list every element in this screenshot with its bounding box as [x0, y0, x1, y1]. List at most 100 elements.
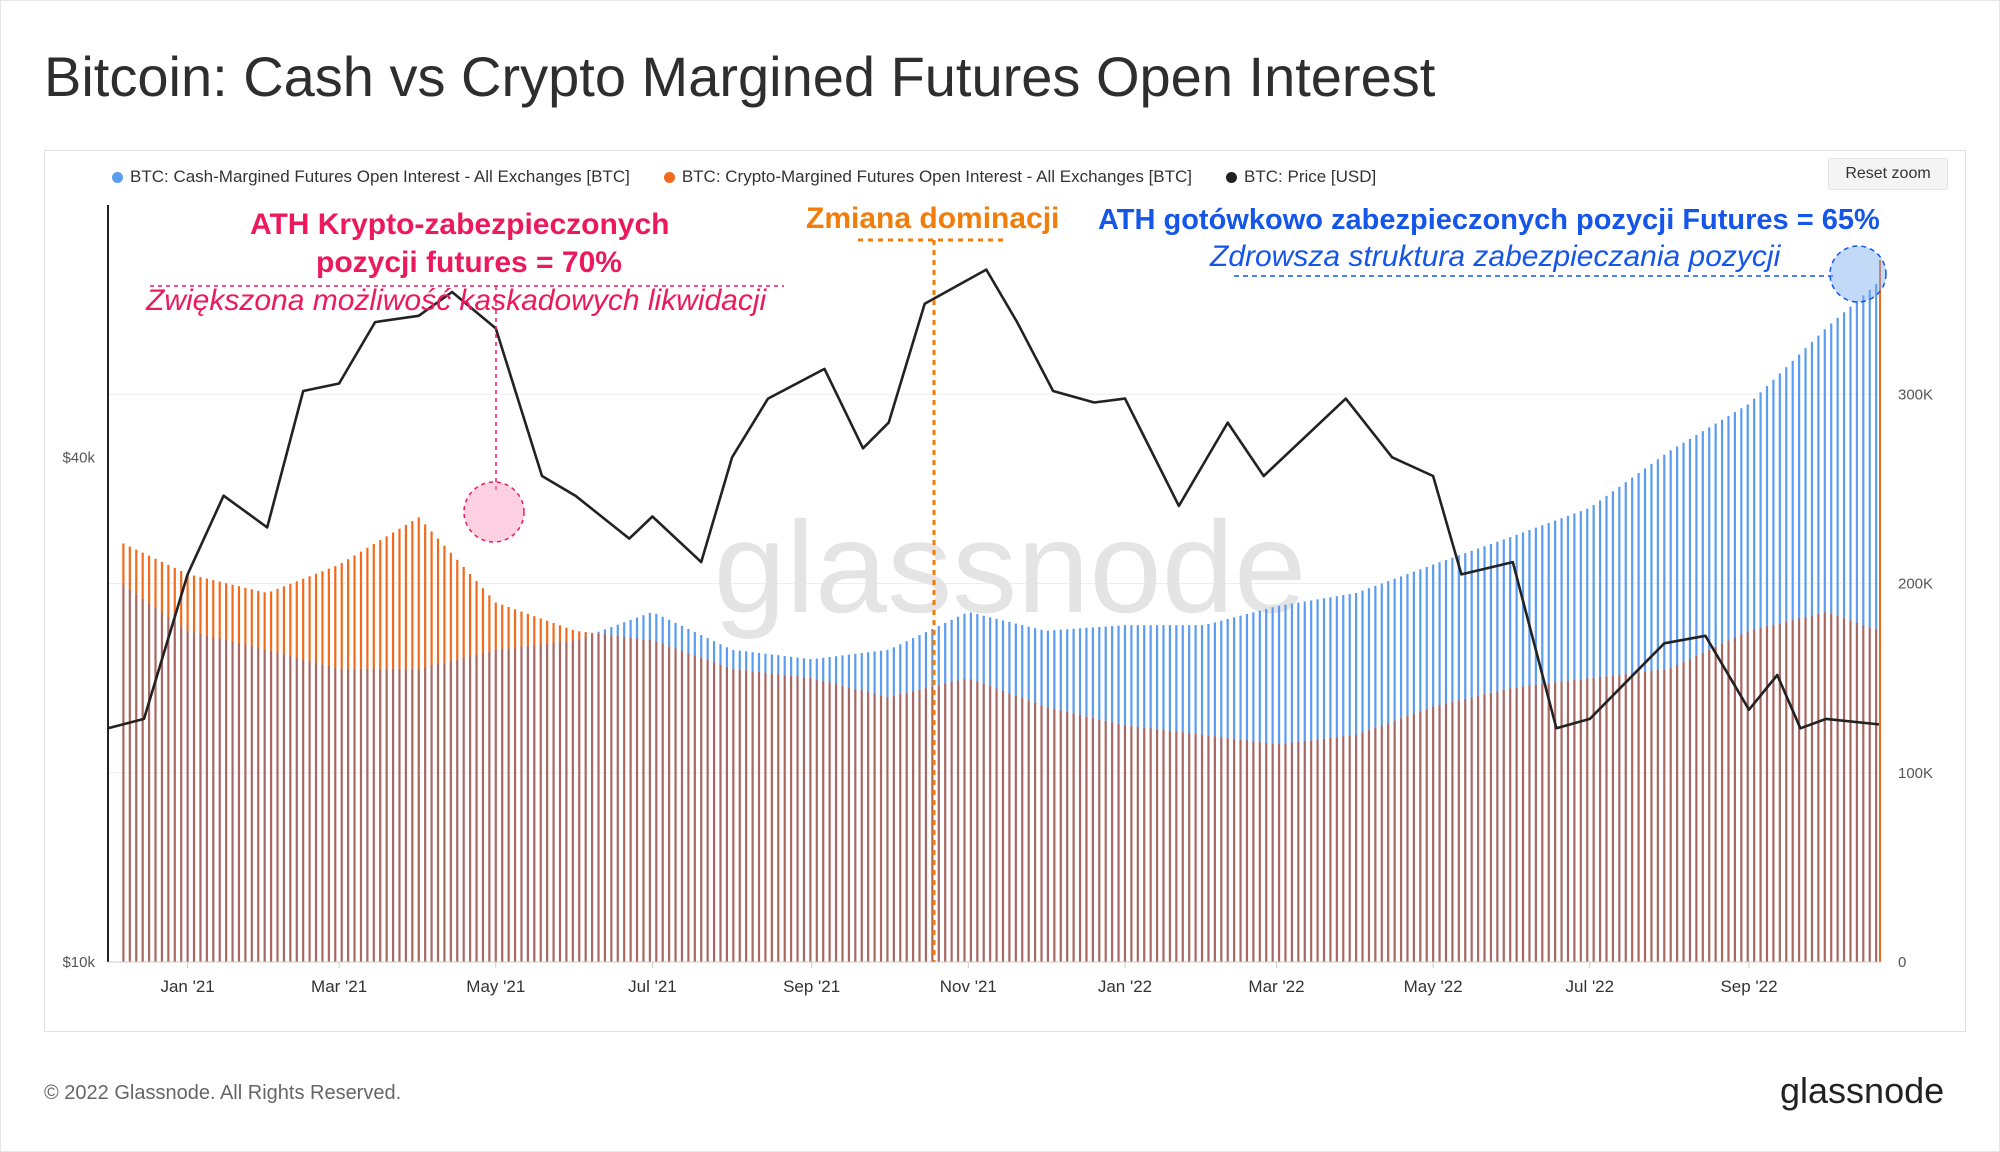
legend-item-cash[interactable]: BTC: Cash-Margined Futures Open Interest… [112, 166, 630, 188]
bar-overlap-201 [1412, 713, 1415, 962]
bar-overlap-11 [192, 632, 196, 962]
bar-top-210 [1470, 550, 1473, 698]
bar-overlap-83 [655, 641, 658, 962]
bar-top-181 [1284, 604, 1287, 744]
red-highlight-circle [463, 481, 525, 543]
bar-overlap-170 [1213, 736, 1216, 962]
bar-top-183 [1297, 602, 1300, 742]
bar-overlap-135 [989, 686, 992, 962]
bar-top-77 [616, 624, 619, 637]
annotation-red-subtitle: Zwiększona możliwość kaskadowych likwida… [146, 284, 767, 317]
bar-overlap-5 [154, 607, 157, 962]
bar-overlap-198 [1393, 720, 1396, 962]
bar-overlap-219 [1528, 685, 1531, 962]
y-left-tick-label-1: $40k [62, 449, 95, 466]
bar-overlap-70 [571, 640, 574, 962]
bar-top-226 [1573, 513, 1576, 681]
legend-item-crypto[interactable]: BTC: Crypto-Margined Futures Open Intere… [663, 166, 1193, 188]
bar-top-75 [603, 629, 607, 635]
bar-overlap-20 [250, 646, 253, 962]
bar-top-174 [1239, 615, 1242, 740]
bar-overlap-195 [1374, 727, 1377, 962]
bar-top-63 [526, 613, 529, 646]
bar-overlap-59 [501, 648, 504, 962]
bar-overlap-13 [205, 635, 208, 962]
bar-top-94 [725, 647, 729, 667]
bar-top-40 [379, 540, 382, 669]
bar-top-225 [1566, 515, 1570, 681]
bar-overlap-102 [777, 674, 780, 962]
bar-overlap-270 [1855, 622, 1858, 962]
bar-top-129 [950, 619, 953, 683]
bar-top-167 [1194, 625, 1197, 734]
bar-overlap-238 [1650, 670, 1653, 962]
bar-overlap-163 [1168, 730, 1172, 962]
reset-zoom-button[interactable]: Reset zoom [1828, 158, 1948, 190]
bar-overlap-36 [353, 668, 356, 962]
bar-overlap-42 [391, 668, 395, 962]
bar-top-23 [269, 591, 273, 651]
y-right-tick-label-3: 300K [1898, 386, 1933, 403]
bar-overlap-209 [1464, 698, 1467, 962]
legend-label-crypto: BTC: Crypto-Margined Futures Open Intere… [681, 167, 1193, 186]
bar-overlap-34 [340, 668, 343, 962]
bar-top-249 [1720, 419, 1724, 644]
bar-overlap-110 [828, 682, 831, 962]
bar-top-16 [225, 583, 228, 640]
bar-overlap-124 [918, 689, 921, 962]
bar-overlap-24 [276, 652, 279, 962]
bar-top-205 [1438, 562, 1441, 705]
bar-overlap-67 [552, 642, 555, 962]
bar-overlap-81 [642, 639, 645, 962]
annotation-red-title-1: ATH Krypto-zabezpieczonych [250, 208, 670, 241]
bar-top-221 [1541, 525, 1544, 684]
bar-overlap-95 [732, 668, 735, 962]
bar-top-164 [1175, 625, 1178, 732]
bar-overlap-80 [635, 638, 639, 962]
bar-top-62 [520, 611, 523, 647]
bar-overlap-78 [623, 636, 626, 962]
bar-top-207 [1451, 557, 1454, 702]
bar-top-48 [430, 531, 433, 666]
bar-top-223 [1554, 520, 1557, 683]
bar-top-159 [1143, 625, 1146, 728]
bar-overlap-196 [1380, 725, 1383, 962]
bar-top-190 [1342, 595, 1345, 737]
legend-dot-price [1226, 171, 1238, 183]
bar-top-196 [1380, 583, 1383, 726]
bar-top-252 [1740, 408, 1743, 635]
bar-top-211 [1476, 548, 1480, 696]
bar-overlap-228 [1586, 678, 1589, 962]
bar-top-68 [558, 625, 562, 643]
bar-top-57 [488, 595, 491, 652]
bar-top-46 [417, 517, 420, 669]
bar-top-71 [578, 631, 581, 639]
bar-top-245 [1695, 434, 1698, 656]
bar-overlap-76 [610, 635, 613, 962]
bar-overlap-118 [879, 695, 883, 962]
bar-overlap-264 [1817, 613, 1820, 962]
bar-overlap-165 [1181, 732, 1184, 962]
bar-top-115 [860, 653, 863, 691]
bar-top-98 [751, 652, 754, 672]
bar-overlap-25 [282, 654, 286, 962]
bar-overlap-40 [379, 668, 382, 962]
bar-overlap-189 [1335, 737, 1338, 962]
bar-overlap-48 [430, 665, 433, 962]
bar-top-122 [905, 641, 908, 693]
bar-overlap-191 [1348, 735, 1351, 962]
bar-top-263 [1810, 341, 1814, 616]
bar-overlap-98 [751, 671, 754, 962]
bar-overlap-215 [1502, 689, 1505, 962]
bar-top-65 [539, 618, 542, 645]
bar-overlap-1 [128, 589, 131, 962]
bar-top-243 [1682, 442, 1685, 662]
bar-overlap-89 [693, 655, 696, 962]
bar-overlap-147 [1066, 711, 1069, 962]
bar-overlap-30 [314, 662, 318, 962]
legend-item-price[interactable]: BTC: Price [USD] [1226, 166, 1376, 188]
bar-overlap-44 [404, 668, 408, 962]
bar-top-31 [321, 571, 324, 665]
bar-overlap-239 [1656, 670, 1659, 962]
bar-overlap-205 [1438, 704, 1441, 962]
